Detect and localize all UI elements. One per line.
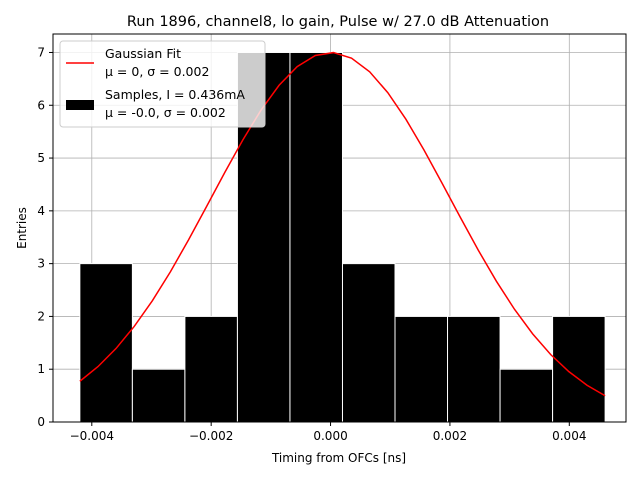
x-axis-label: Timing from OFCs [ns] <box>271 451 406 465</box>
histogram-bar <box>131 368 186 423</box>
y-tick-label: 6 <box>37 98 45 112</box>
gaussian-fit-line <box>79 51 606 397</box>
y-tick-label: 5 <box>37 151 45 165</box>
y-tick-label: 0 <box>37 415 45 429</box>
legend-samples-label: Samples, I = 0.436mA <box>105 87 245 102</box>
histogram-bar <box>394 315 449 423</box>
legend: Gaussian Fit μ = 0, σ = 0.002 Samples, I… <box>59 40 266 128</box>
legend-box <box>59 40 266 128</box>
histogram-bar <box>289 51 343 423</box>
y-tick-label: 3 <box>37 257 45 271</box>
histogram-bar <box>447 315 501 423</box>
y-tick-label: 1 <box>37 362 45 376</box>
histogram-bar <box>341 263 396 423</box>
x-tick-label: 0.004 <box>552 429 586 443</box>
x-axis-ticks: −0.004 −0.002 0.000 0.002 0.004 <box>70 422 586 443</box>
x-tick-label: −0.002 <box>189 429 233 443</box>
x-tick-label: 0.002 <box>433 429 467 443</box>
legend-samples-swatch <box>66 100 94 110</box>
plot-frame <box>52 33 627 423</box>
gaussian-fit-layer <box>79 51 606 397</box>
legend-fit-stats: μ = 0, σ = 0.002 <box>105 64 209 79</box>
y-axis-label: Entries <box>15 207 29 249</box>
chart-title: Run 1896, channel8, lo gain, Pulse w/ 27… <box>127 14 549 30</box>
x-tick-label: −0.004 <box>70 429 114 443</box>
y-tick-label: 2 <box>37 309 45 323</box>
y-axis-ticks: 0 1 2 3 4 5 6 7 <box>37 45 53 429</box>
histogram-bar <box>79 263 133 423</box>
y-tick-label: 4 <box>37 204 45 218</box>
histogram-bar <box>499 368 554 423</box>
legend-samples-stats: μ = -0.0, σ = 0.002 <box>105 105 226 120</box>
legend-fit-label: Gaussian Fit <box>105 46 181 61</box>
histogram-bar <box>184 315 238 423</box>
histogram-bar <box>552 315 606 423</box>
y-tick-label: 7 <box>37 45 45 59</box>
x-tick-label: 0.000 <box>313 429 347 443</box>
